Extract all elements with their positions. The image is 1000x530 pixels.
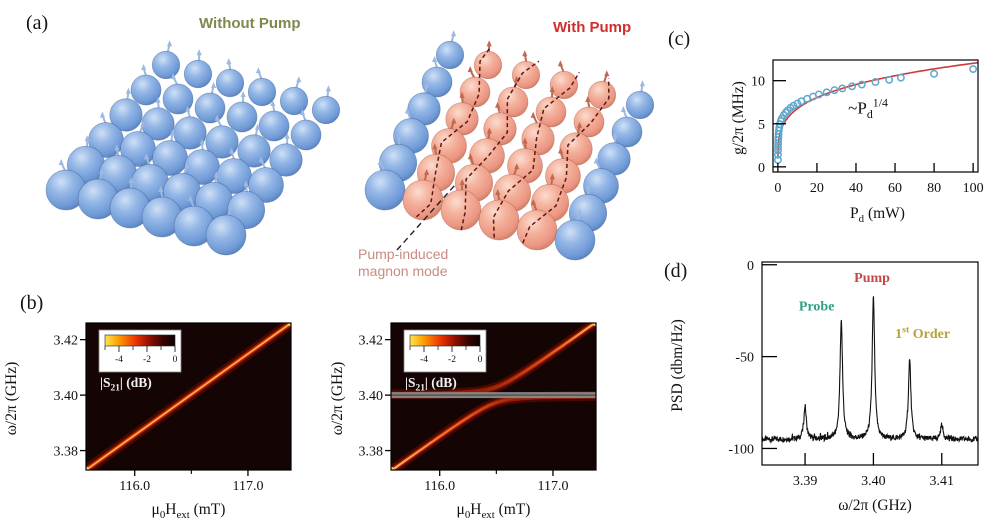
svg-text:80: 80 [927, 181, 941, 196]
svg-text:0: 0 [747, 259, 754, 274]
annotation-line-1: Pump-induced [358, 246, 449, 262]
panel-b-label: (b) [20, 292, 44, 314]
svg-text:-2: -2 [448, 355, 456, 365]
svg-text:3.39: 3.39 [793, 474, 818, 489]
svg-text:0: 0 [774, 181, 781, 196]
svg-text:60: 60 [888, 181, 902, 196]
svg-text:μ0Hext (mT): μ0Hext (mT) [457, 501, 531, 521]
svg-text:3.40: 3.40 [861, 474, 886, 489]
svg-text:μ0Hext (mT): μ0Hext (mT) [152, 501, 226, 521]
svg-text:-4: -4 [115, 355, 123, 365]
svg-text:3.38: 3.38 [359, 445, 384, 460]
svg-text:3.41: 3.41 [930, 474, 955, 489]
svg-text:~Pd1/4: ~Pd1/4 [848, 96, 888, 121]
svg-text:3.40: 3.40 [54, 389, 79, 404]
svg-text:0: 0 [758, 161, 765, 176]
svg-text:-4: -4 [420, 355, 428, 365]
with-pump-title: With Pump [553, 19, 632, 36]
annotation-line-2: magnon mode [358, 263, 448, 280]
panel-a-label: (a) [26, 12, 49, 34]
svg-text:-100: -100 [728, 442, 754, 457]
spin-lattice-without-pump [45, 40, 341, 256]
svg-text:0: 0 [478, 355, 483, 365]
svg-text:5: 5 [758, 118, 765, 133]
svg-text:3.42: 3.42 [359, 334, 384, 349]
svg-text:|S21| (dB): |S21| (dB) [405, 375, 457, 394]
svg-text:20: 20 [810, 181, 824, 196]
without-pump-title: Without Pump [199, 15, 301, 32]
svg-text:PSD (dbm/Hz): PSD (dbm/Hz) [669, 319, 686, 412]
psd-spectrum-plot: 0 -50 -100 3.39 3.40 3.41 PSD (dbm/Hz) ω/2π (GH… [669, 259, 979, 514]
svg-text:Probe: Probe [799, 300, 835, 315]
s21-heatmap-without-pump: 3.42 3.40 3.38 116.0 117.0 ω/2π (GHz) μ0Hext (… [3, 322, 292, 521]
svg-text:117.0: 117.0 [537, 479, 568, 494]
svg-text:-2: -2 [143, 355, 151, 365]
svg-text:|S21| (dB): |S21| (dB) [100, 375, 152, 394]
svg-text:1st Order: 1st Order [895, 325, 950, 343]
svg-text:116.0: 116.0 [424, 479, 455, 494]
svg-text:-50: -50 [735, 351, 754, 366]
svg-text:100: 100 [963, 181, 984, 196]
svg-text:ω/2π (GHz): ω/2π (GHz) [330, 362, 346, 436]
pump-induced-magnon-annotation: Pump-induced magnon mode [358, 246, 448, 280]
svg-text:116.0: 116.0 [119, 479, 150, 494]
svg-text:10: 10 [751, 75, 765, 90]
panel-c-label: (c) [668, 28, 691, 50]
svg-text:Pd (mW): Pd (mW) [850, 205, 905, 225]
panel-d-label: (d) [664, 260, 688, 282]
s21-heatmap-with-pump: 3.42 3.40 3.38 116.0 117.0 ω/2π (GHz) μ0Hext (… [330, 322, 597, 521]
svg-text:40: 40 [849, 181, 863, 196]
spin-lattice-with-pump [364, 30, 655, 261]
svg-text:3.38: 3.38 [54, 445, 79, 460]
svg-text:ω/2π (GHz): ω/2π (GHz) [838, 497, 912, 514]
svg-text:117.0: 117.0 [232, 479, 263, 494]
svg-text:g/2π (MHz): g/2π (MHz) [730, 81, 747, 155]
svg-text:0: 0 [173, 355, 178, 365]
svg-text:3.42: 3.42 [54, 334, 79, 349]
svg-text:ω/2π (GHz): ω/2π (GHz) [3, 362, 20, 436]
svg-text:3.40: 3.40 [359, 389, 384, 404]
svg-text:Pump: Pump [854, 271, 890, 286]
